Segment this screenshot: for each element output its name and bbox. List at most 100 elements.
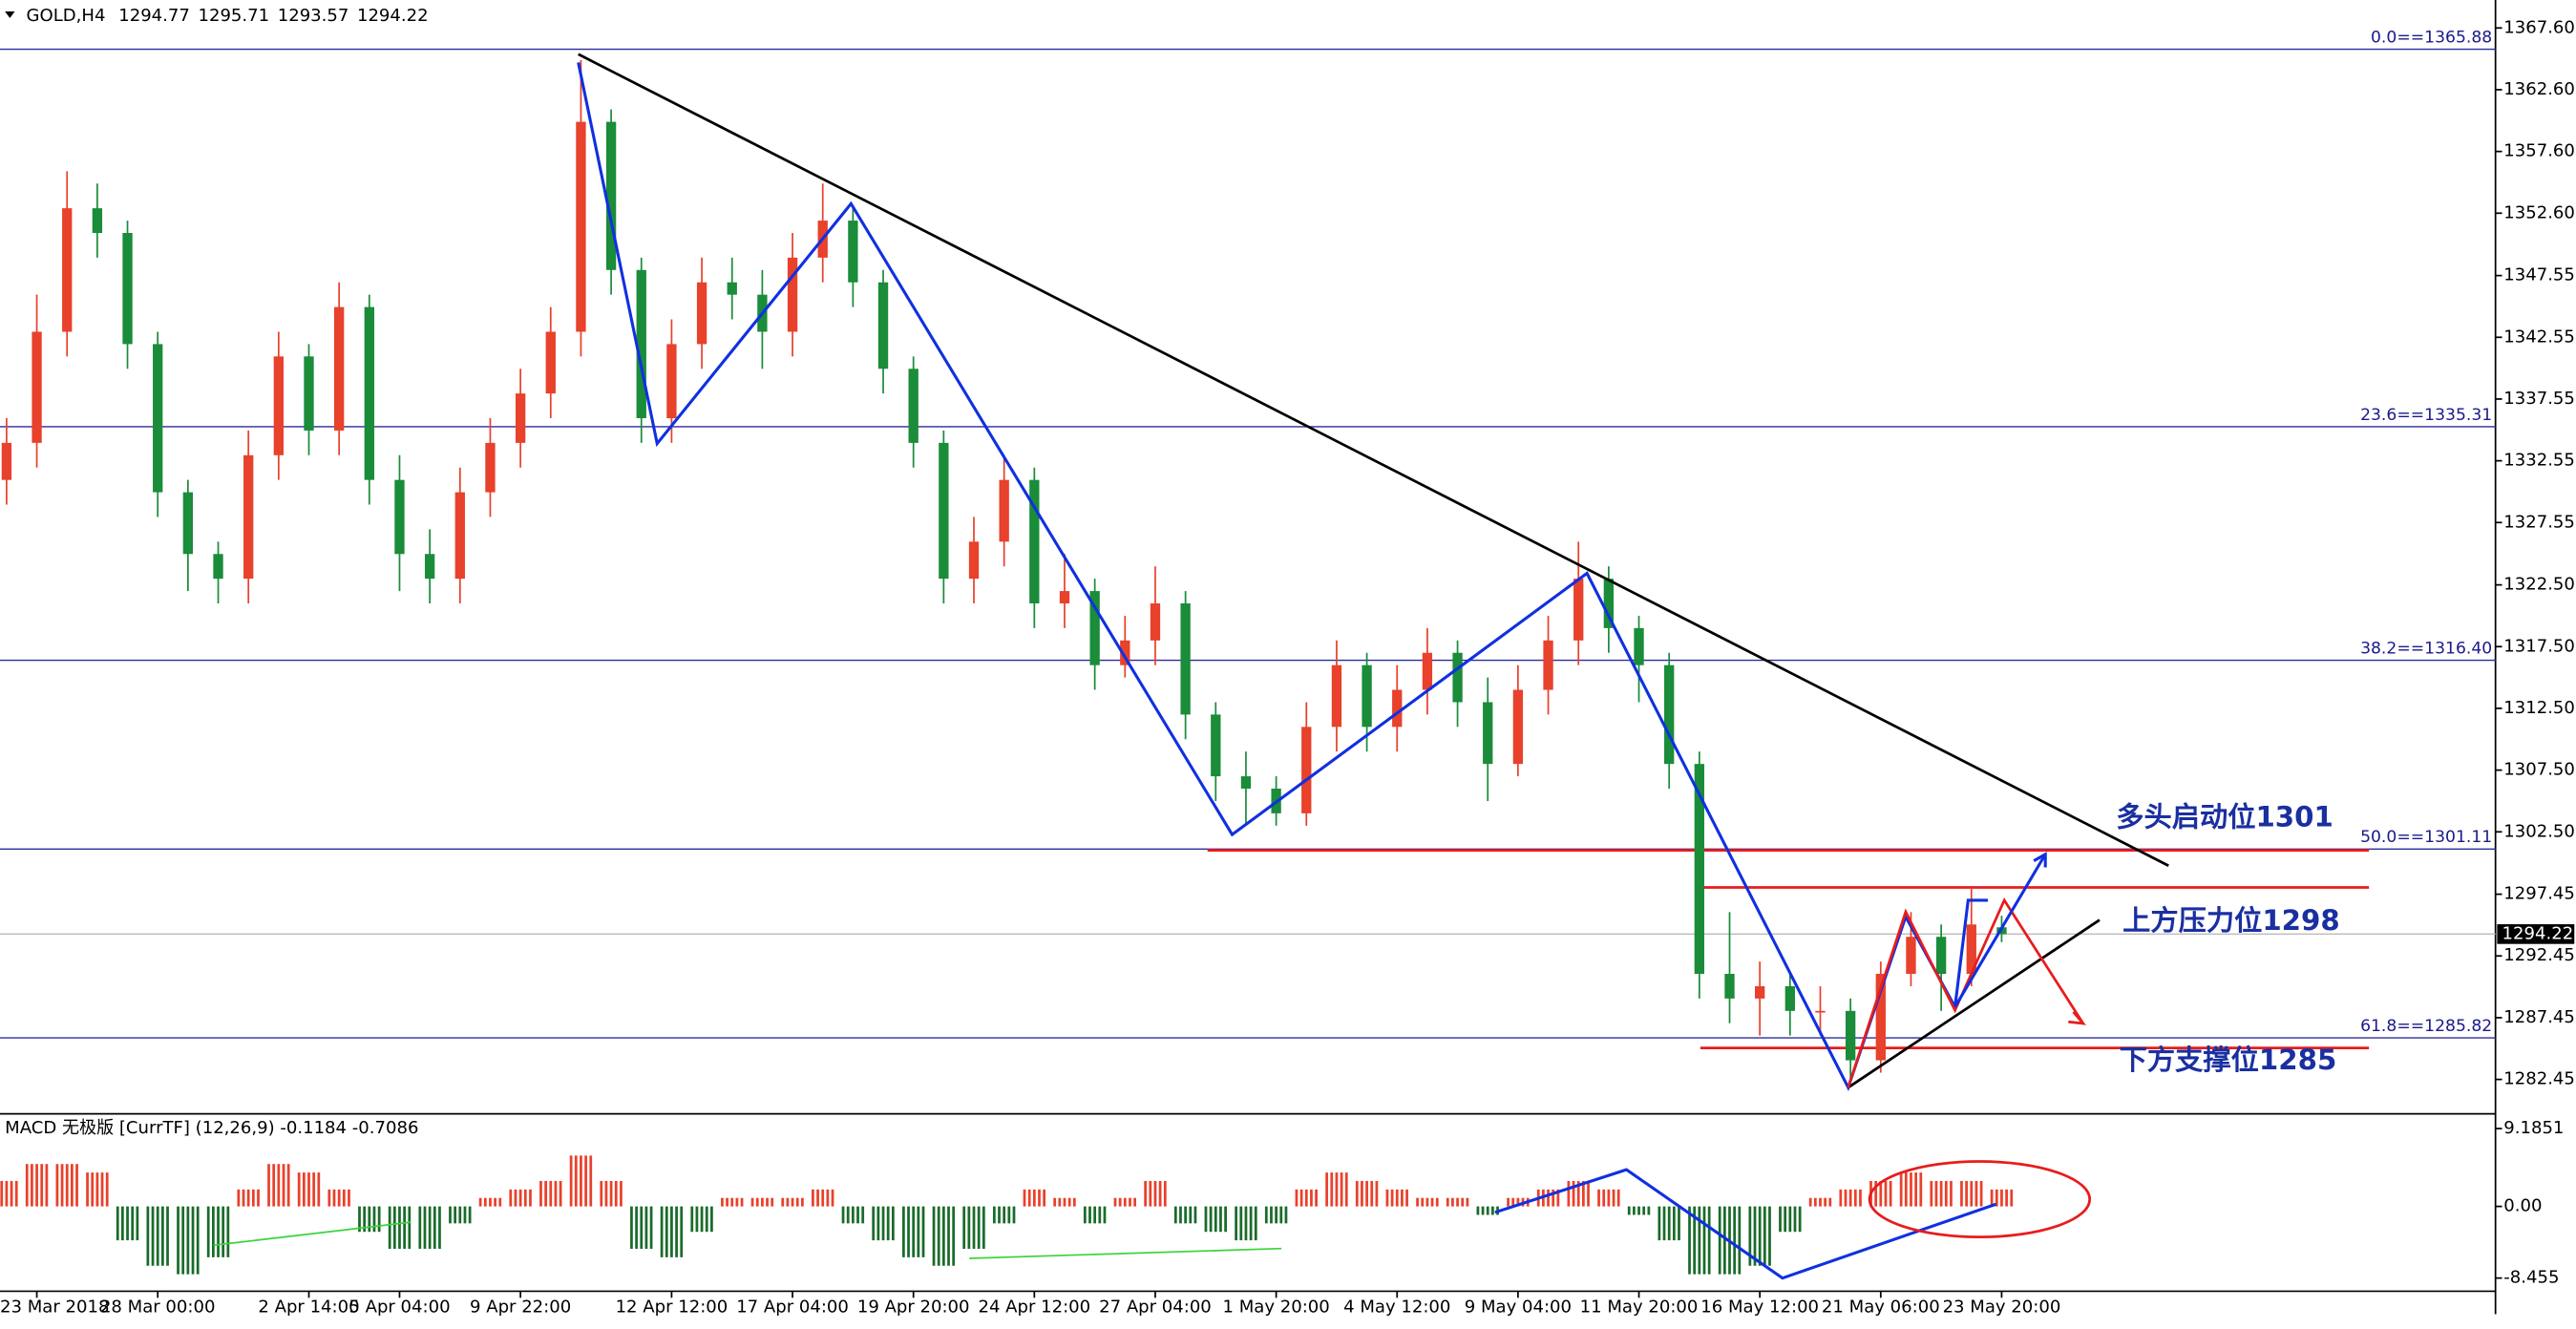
x-tick-label: 17 Apr 04:00 [736,1297,849,1318]
candle-body [515,393,526,443]
forecast-blue [1953,853,2047,1008]
x-tick-label: 28 Mar 00:00 [100,1297,215,1318]
x-tick-label: 2 Apr 14:00 [258,1297,359,1318]
candle-body [273,356,284,455]
y-tick-label: 1362.60 [2503,79,2575,99]
candle-body [1634,627,1644,665]
y-tick-label: 1347.55 [2503,265,2575,285]
candle-body [545,331,556,394]
arrow-head [2068,1011,2087,1025]
candle-body [1512,689,1524,765]
resistance-trendline [578,53,2169,868]
candle-body [1029,479,1040,604]
x-tick-label: 11 May 20:00 [1580,1297,1699,1318]
candle-body [877,282,889,369]
drawings [213,53,2169,1280]
candle-body [1150,603,1161,641]
candle-body [636,269,646,419]
candle-body [153,344,163,493]
y-tick-label: 1307.50 [2503,760,2575,780]
candle-body [1845,1010,1856,1061]
fib-label: 0.0==1365.88 [2371,28,2492,47]
candle-body [727,282,737,295]
y-tick-label: -8.455 [2503,1268,2559,1288]
candle-body [1603,579,1615,628]
candle-body [696,282,707,345]
candle-body [968,541,980,580]
x-tick-label: 24 Apr 12:00 [978,1297,1090,1318]
macd-line [969,1247,1282,1259]
y-tick-label: 1327.55 [2503,512,2575,532]
x-tick-label: 23 Mar 2018 [0,1297,109,1318]
x-tick-label: 5 Apr 04:00 [348,1297,450,1318]
y-tick-label: 1297.45 [2503,884,2575,904]
y-tick-label: 1337.55 [2503,389,2575,409]
y-tick-label: 1302.50 [2503,821,2575,841]
candle-body [1906,937,1916,975]
y-tick-label: 1332.55 [2503,451,2575,471]
candle-body [576,121,586,332]
y-tick-label: 1312.50 [2503,698,2575,718]
y-tick-label: 1322.50 [2503,575,2575,595]
highlight-ellipse [1868,1160,2092,1239]
fib-label: 50.0==1301.11 [2360,828,2492,847]
candle-body [1694,764,1705,975]
candle-body [1724,974,1735,999]
current-price-label: 1294.22 [2502,923,2574,943]
candle-body [394,479,405,555]
y-tick-label: 1292.45 [2503,945,2575,965]
candle-body [182,492,194,555]
candle-body [1180,603,1191,715]
candle-body [1,442,12,480]
x-tick-label: 19 Apr 20:00 [857,1297,970,1318]
candle-body [1392,689,1403,728]
candle-body [939,442,949,580]
annotation: 上方压力位1298 [2122,904,2340,937]
x-tick-label: 21 May 06:00 [1822,1297,1940,1318]
candle-body [122,232,133,345]
macd-divergence [1494,1168,1997,1280]
candle-body [1815,1010,1826,1013]
candle-body [485,442,496,493]
candle-body [1452,652,1463,703]
candle-body [1240,776,1252,790]
close: 1294.22 [357,6,429,26]
y-tick-label: 1357.60 [2503,141,2575,161]
x-tick-label: 23 May 20:00 [1943,1297,2061,1318]
candle-body [1211,714,1221,777]
x-tick-label: 9 May 04:00 [1465,1297,1572,1318]
x-tick-label: 9 Apr 22:00 [470,1297,571,1318]
candle-body [1089,591,1100,665]
y-tick-label: 9.1851 [2503,1118,2564,1138]
candle-body [908,369,918,443]
candle-body [605,121,617,270]
candle-body [424,554,435,580]
candle-body [1059,591,1070,604]
candle-body [1875,974,1886,1061]
y-tick-label: 1367.60 [2503,17,2575,37]
menu-icon[interactable] [5,11,15,18]
fib-label: 61.8==1285.82 [2360,1017,2492,1036]
candle-body [1422,652,1433,690]
macd-line [213,1221,412,1247]
wave-line [577,62,1988,1092]
plot: 1367.60 1362.60 1357.60 1352.60 1347.55 1342.… [0,17,2575,1317]
symbol: GOLD,H4 [27,6,106,26]
x-tick-label: 12 Apr 12:00 [616,1297,728,1318]
y-tick-label: 1352.60 [2503,202,2575,222]
annotation: 多头启动位1301 [2116,800,2333,833]
high: 1295.71 [198,6,269,26]
low: 1293.57 [278,6,349,26]
candle-body [304,356,314,431]
candle-body [1120,640,1130,665]
candle-body [1966,924,1976,975]
y-tick-label: 1287.45 [2503,1007,2575,1027]
x-tick-label: 16 May 12:00 [1700,1297,1819,1318]
candle-body [1664,664,1675,765]
annotation: 下方支撑位1285 [2120,1044,2337,1076]
candle-body [848,221,858,283]
fib-label: 23.6==1335.31 [2360,406,2492,425]
